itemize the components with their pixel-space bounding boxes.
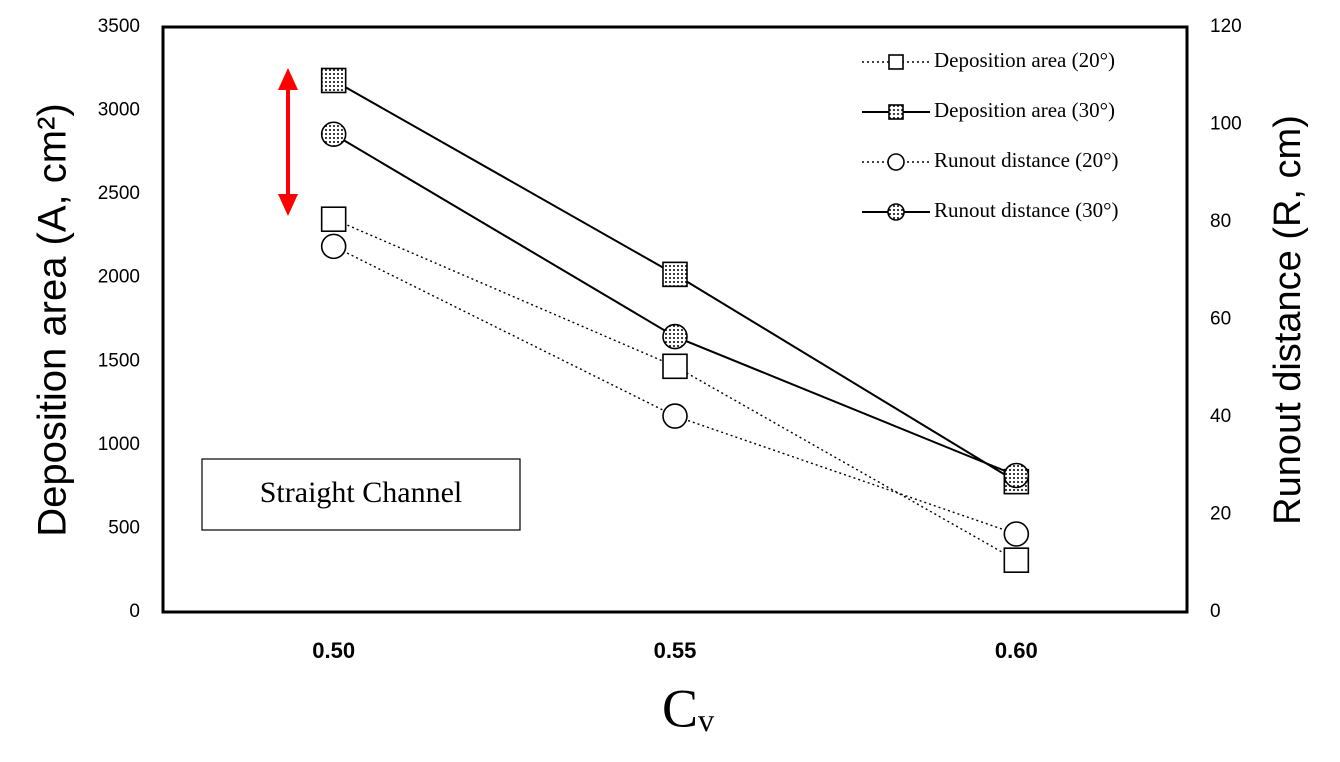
x-tick-label: 0.60 — [995, 638, 1038, 663]
y2-tick-label: 60 — [1210, 309, 1231, 330]
legend-marker — [888, 104, 904, 120]
marker — [320, 121, 347, 148]
marker — [1003, 462, 1030, 489]
marker — [662, 323, 688, 350]
marker — [1003, 521, 1030, 547]
legend-label: Deposition area (20°) — [934, 48, 1115, 72]
plot-frame — [161, 25, 1189, 614]
marker — [1003, 547, 1030, 573]
marker — [320, 67, 347, 94]
marker — [320, 206, 347, 233]
marker — [662, 353, 688, 380]
y-tick-label: 2000 — [98, 267, 140, 288]
y-tick-label: 3000 — [98, 100, 140, 121]
legend-marker — [887, 153, 905, 171]
y2-tick-label: 0 — [1210, 601, 1221, 622]
y-tick-label: 1000 — [98, 434, 140, 455]
y-tick-label: 0 — [129, 601, 140, 622]
y-tick-label: 1500 — [98, 350, 140, 371]
y2-tick-label: 80 — [1210, 211, 1231, 232]
y2-tick-label: 120 — [1210, 16, 1242, 37]
y-tick-label: 3500 — [98, 16, 140, 37]
marker — [320, 233, 347, 260]
legend-marker — [887, 203, 905, 221]
x-tick-label: 0.50 — [312, 638, 355, 663]
y2-tick-label: 40 — [1210, 406, 1231, 427]
y2-tick-label: 20 — [1210, 504, 1231, 525]
legend-label: Deposition area (30°) — [934, 98, 1115, 122]
marker — [662, 261, 688, 288]
annotation-box — [201, 458, 521, 531]
marker — [662, 403, 688, 429]
y-axis-label: Deposition area (A, cm²) — [31, 103, 75, 536]
y2-axis-label: Runout distance (R, cm) — [1267, 115, 1309, 525]
legend-label: Runout distance (30°) — [934, 198, 1119, 222]
legend-label: Runout distance (20°) — [934, 148, 1119, 172]
y2-tick-label: 100 — [1210, 114, 1242, 135]
x-axis-label: Cᵥ — [662, 678, 715, 738]
legend-marker — [888, 54, 904, 70]
y-tick-label: 500 — [108, 517, 140, 538]
y-tick-label: 2500 — [98, 183, 140, 204]
x-tick-label: 0.55 — [654, 638, 697, 663]
red-arrow — [278, 68, 298, 216]
annotation: Straight Channel — [260, 476, 462, 509]
